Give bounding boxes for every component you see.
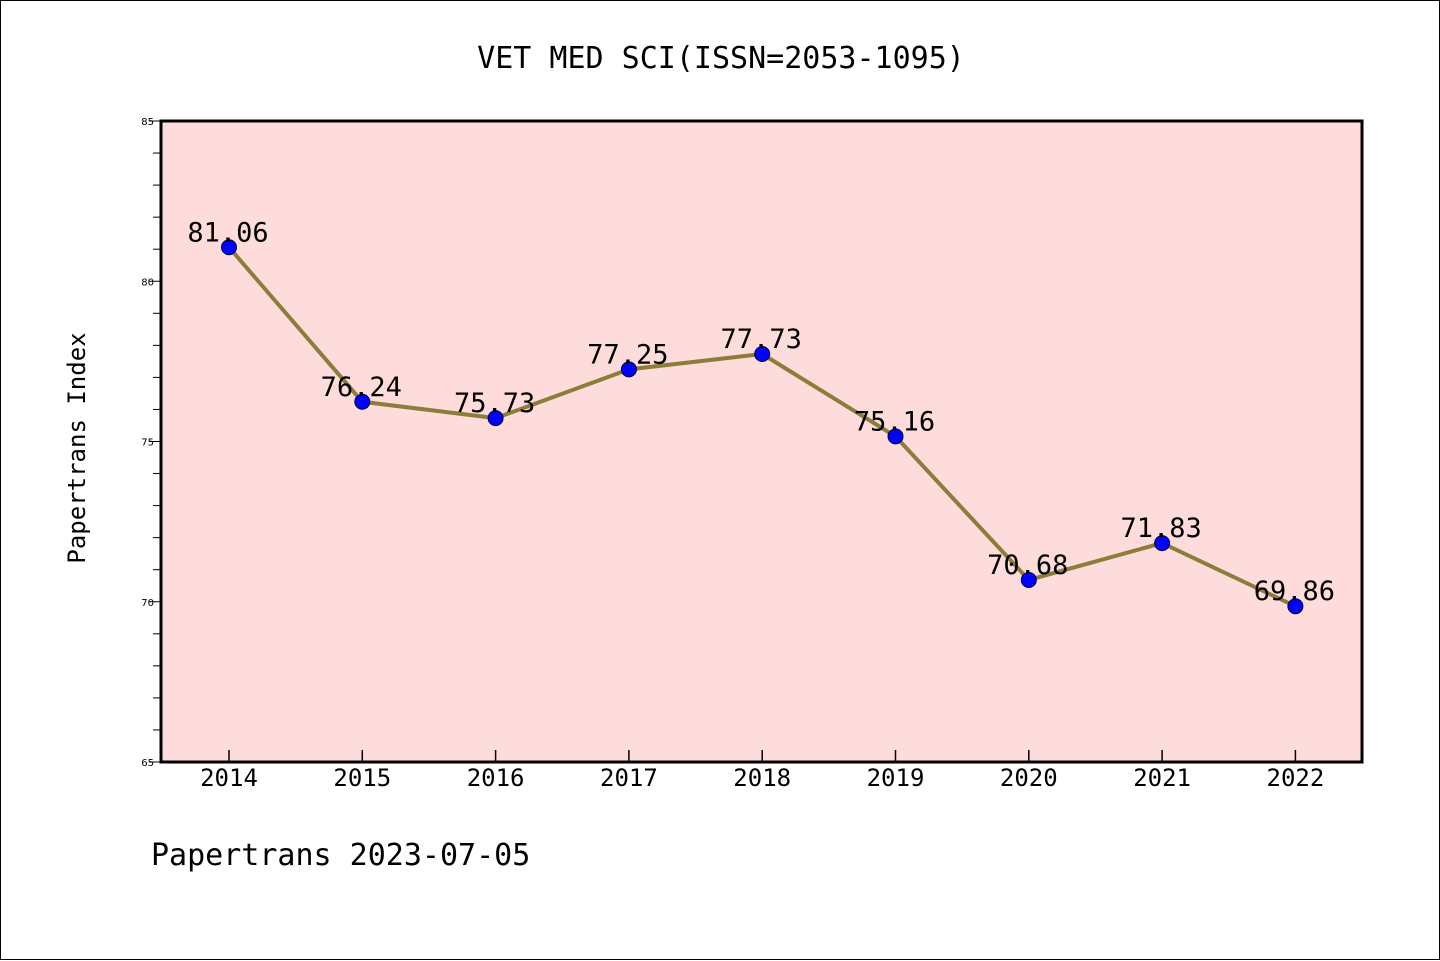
data-label: 77.73 — [721, 324, 802, 355]
data-label: 69.86 — [1254, 576, 1335, 607]
x-tick-label: 2017 — [600, 764, 658, 792]
x-tick-label: 2015 — [333, 764, 391, 792]
data-label: 75.16 — [854, 406, 935, 437]
x-tick-label: 2022 — [1267, 764, 1325, 792]
data-point — [1154, 535, 1171, 552]
data-point — [620, 361, 637, 378]
x-tick-label: 2014 — [200, 764, 258, 792]
data-point — [754, 346, 771, 363]
x-tick-label: 2020 — [1000, 764, 1058, 792]
data-point — [487, 410, 504, 427]
y-axis-ticks: 65 70 75 80 85 — [141, 117, 161, 769]
x-tick-label: 2019 — [867, 764, 925, 792]
y-tick-label: 70 — [141, 598, 154, 609]
data-point — [1020, 571, 1037, 588]
plot-area — [161, 121, 1362, 762]
x-tick-label: 2018 — [733, 764, 791, 792]
y-tick-label: 85 — [141, 117, 154, 128]
data-point — [1287, 598, 1304, 615]
data-markers — [221, 239, 1304, 615]
y-tick-label: 65 — [141, 758, 154, 769]
data-labels: 81.06 76.24 75.73 77.25 77.73 75.16 70.68 71.83… — [187, 217, 1335, 607]
y-tick-label: 75 — [141, 438, 154, 449]
y-axis-label: Papertrans Index — [63, 332, 91, 563]
data-label: 70.68 — [987, 550, 1068, 581]
data-label: 71.83 — [1120, 513, 1201, 544]
data-label: 76.24 — [321, 372, 402, 403]
data-point — [887, 428, 904, 445]
data-point — [354, 393, 371, 410]
footer-stamp: Papertrans 2023-07-05 — [151, 838, 530, 873]
data-label: 77.25 — [587, 339, 668, 370]
data-label: 81.06 — [187, 217, 268, 248]
data-label: 75.73 — [454, 388, 535, 419]
x-tick-label: 2016 — [467, 764, 525, 792]
x-tick-label: 2021 — [1133, 764, 1191, 792]
data-point — [221, 239, 237, 256]
y-tick-label: 80 — [141, 277, 154, 288]
chart-title: VET MED SCI(ISSN=2053-1095) — [477, 41, 965, 76]
plot-border — [159, 119, 1364, 764]
x-axis-ticks: 2014 2015 2016 2017 2018 2019 2020 2021 2022 — [200, 750, 1324, 792]
